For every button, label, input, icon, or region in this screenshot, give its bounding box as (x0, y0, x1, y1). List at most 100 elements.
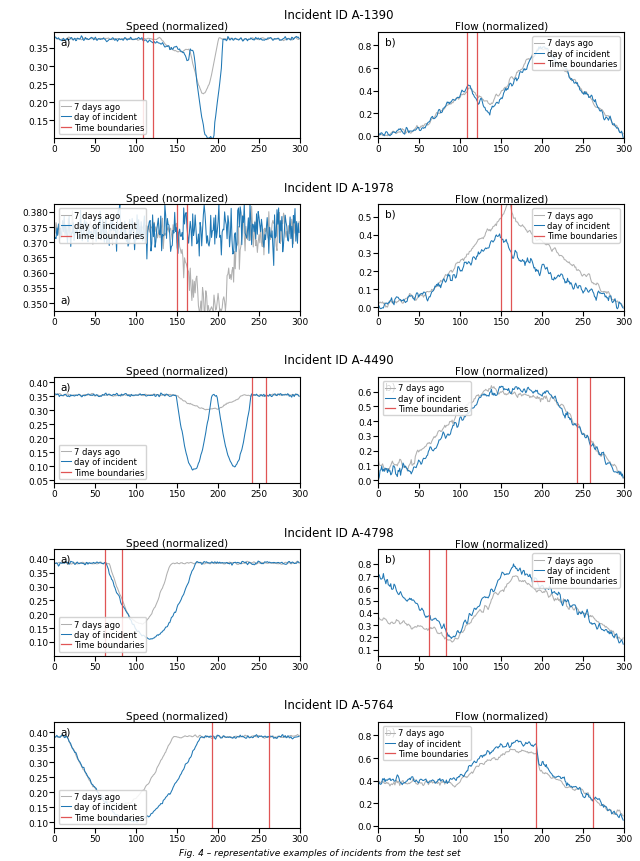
7 days ago (51, 224, 58, 234)
Line: day of incident: day of incident (54, 205, 299, 266)
Legend: 7 days ago, day of incident, Time boundaries: 7 days ago, day of incident, Time bounda… (59, 790, 147, 824)
7 days ago (196, 404, 204, 414)
day of incident (521, 570, 529, 580)
7 days ago (295, 34, 303, 45)
7 days ago (374, 612, 382, 623)
day of incident (258, 215, 266, 226)
Text: b): b) (385, 554, 396, 564)
Legend: 7 days ago, day of incident, Time boundaries: 7 days ago, day of incident, Time bounda… (59, 617, 147, 652)
day of incident (196, 101, 204, 111)
7 days ago (520, 389, 528, 400)
Line: day of incident: day of incident (54, 37, 299, 139)
Text: Incident ID A-5764: Incident ID A-5764 (284, 698, 394, 711)
day of incident (514, 735, 522, 746)
day of incident (295, 392, 303, 402)
Line: 7 days ago: 7 days ago (54, 394, 299, 411)
7 days ago (521, 390, 529, 400)
7 days ago (51, 732, 58, 742)
Text: a): a) (61, 37, 71, 47)
day of incident (620, 815, 627, 826)
Line: day of incident: day of incident (378, 387, 623, 480)
7 days ago (522, 578, 530, 588)
7 days ago (520, 746, 528, 756)
7 days ago (258, 558, 266, 568)
day of incident (376, 472, 383, 482)
Line: day of incident: day of incident (378, 47, 623, 139)
day of incident (520, 384, 528, 394)
day of incident (582, 90, 589, 100)
7 days ago (598, 288, 605, 298)
day of incident (196, 557, 204, 567)
7 days ago (598, 619, 605, 629)
day of incident (520, 257, 528, 267)
day of incident (270, 261, 278, 271)
day of incident (295, 34, 303, 45)
Line: 7 days ago: 7 days ago (378, 205, 623, 307)
day of incident (496, 229, 504, 239)
7 days ago (374, 298, 382, 308)
Title: Flow (normalized): Flow (normalized) (454, 195, 548, 204)
Legend: 7 days ago, day of incident, Time boundaries: 7 days ago, day of incident, Time bounda… (59, 101, 147, 135)
7 days ago (294, 729, 301, 740)
7 days ago (620, 633, 627, 643)
7 days ago (376, 299, 383, 309)
day of incident (524, 59, 532, 70)
day of incident (525, 258, 533, 269)
7 days ago (522, 226, 530, 236)
day of incident (157, 388, 164, 399)
day of incident (525, 572, 533, 582)
day of incident (597, 623, 605, 634)
day of incident (197, 732, 205, 742)
Line: day of incident: day of incident (54, 734, 299, 822)
7 days ago (376, 613, 383, 623)
Text: a): a) (61, 554, 71, 564)
day of incident (197, 223, 205, 233)
day of incident (620, 473, 627, 483)
day of incident (614, 304, 621, 314)
7 days ago (620, 129, 627, 139)
7 days ago (51, 34, 59, 44)
7 days ago (258, 34, 266, 44)
day of incident (597, 106, 605, 116)
7 days ago (248, 202, 255, 213)
Text: Incident ID A-4798: Incident ID A-4798 (284, 526, 394, 539)
Line: 7 days ago: 7 days ago (378, 749, 623, 816)
7 days ago (51, 391, 59, 401)
7 days ago (51, 229, 59, 239)
day of incident (201, 209, 209, 220)
7 days ago (200, 90, 207, 100)
day of incident (274, 390, 282, 400)
Text: a): a) (61, 295, 71, 305)
Text: b): b) (385, 381, 396, 392)
Title: Speed (normalized): Speed (normalized) (126, 22, 228, 32)
7 days ago (504, 200, 511, 210)
7 days ago (526, 226, 534, 236)
7 days ago (202, 406, 210, 416)
7 days ago (521, 576, 529, 586)
Line: 7 days ago: 7 days ago (54, 734, 299, 807)
7 days ago (535, 43, 543, 53)
day of incident (374, 777, 382, 787)
7 days ago (139, 619, 147, 629)
7 days ago (506, 744, 514, 754)
Line: 7 days ago: 7 days ago (54, 561, 299, 624)
7 days ago (597, 452, 605, 462)
7 days ago (295, 392, 303, 402)
day of incident (51, 33, 59, 43)
7 days ago (274, 217, 282, 227)
day of incident (374, 300, 382, 311)
7 days ago (201, 732, 209, 742)
Legend: 7 days ago, day of incident, Time boundaries: 7 days ago, day of incident, Time bounda… (532, 554, 620, 588)
day of incident (374, 128, 382, 139)
Line: day of incident: day of incident (378, 564, 623, 644)
day of incident (204, 134, 211, 145)
day of incident (376, 777, 383, 788)
7 days ago (201, 559, 209, 569)
7 days ago (520, 60, 528, 71)
Title: Speed (normalized): Speed (normalized) (126, 195, 228, 204)
Line: 7 days ago: 7 days ago (378, 48, 623, 138)
7 days ago (197, 558, 205, 568)
7 days ago (620, 811, 627, 821)
day of incident (116, 200, 124, 210)
Title: Speed (normalized): Speed (normalized) (126, 711, 228, 722)
